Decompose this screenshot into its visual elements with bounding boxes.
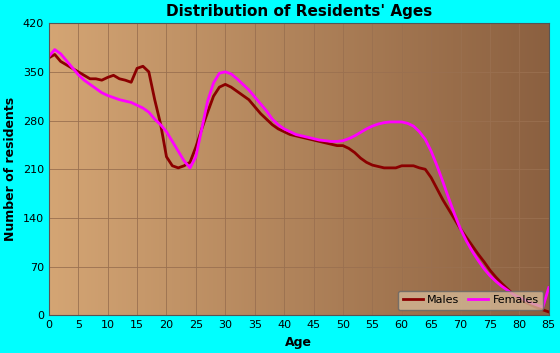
Females: [475, 258, 482, 263]
Males: [45, 56, 52, 60]
Males: [52, 52, 58, 56]
Legend: Males, Females: Males, Females: [398, 291, 543, 310]
Males: [75, 70, 82, 74]
Y-axis label: Number of residents: Number of residents: [4, 97, 17, 241]
Females: [433, 164, 440, 168]
Males: [475, 252, 482, 256]
Females: [292, 132, 299, 137]
Females: [545, 286, 552, 290]
Line: Males: Males: [49, 54, 549, 312]
Females: [104, 94, 111, 98]
Males: [292, 134, 299, 138]
Males: [433, 187, 440, 191]
Males: [545, 310, 552, 314]
Females: [539, 305, 546, 309]
Females: [75, 72, 82, 77]
Males: [104, 75, 111, 79]
X-axis label: Age: Age: [285, 336, 312, 349]
Females: [45, 54, 52, 59]
Title: Distribution of Residents' Ages: Distribution of Residents' Ages: [166, 4, 432, 19]
Females: [63, 59, 70, 63]
Females: [52, 47, 58, 52]
Males: [63, 63, 70, 67]
Line: Females: Females: [49, 49, 549, 307]
